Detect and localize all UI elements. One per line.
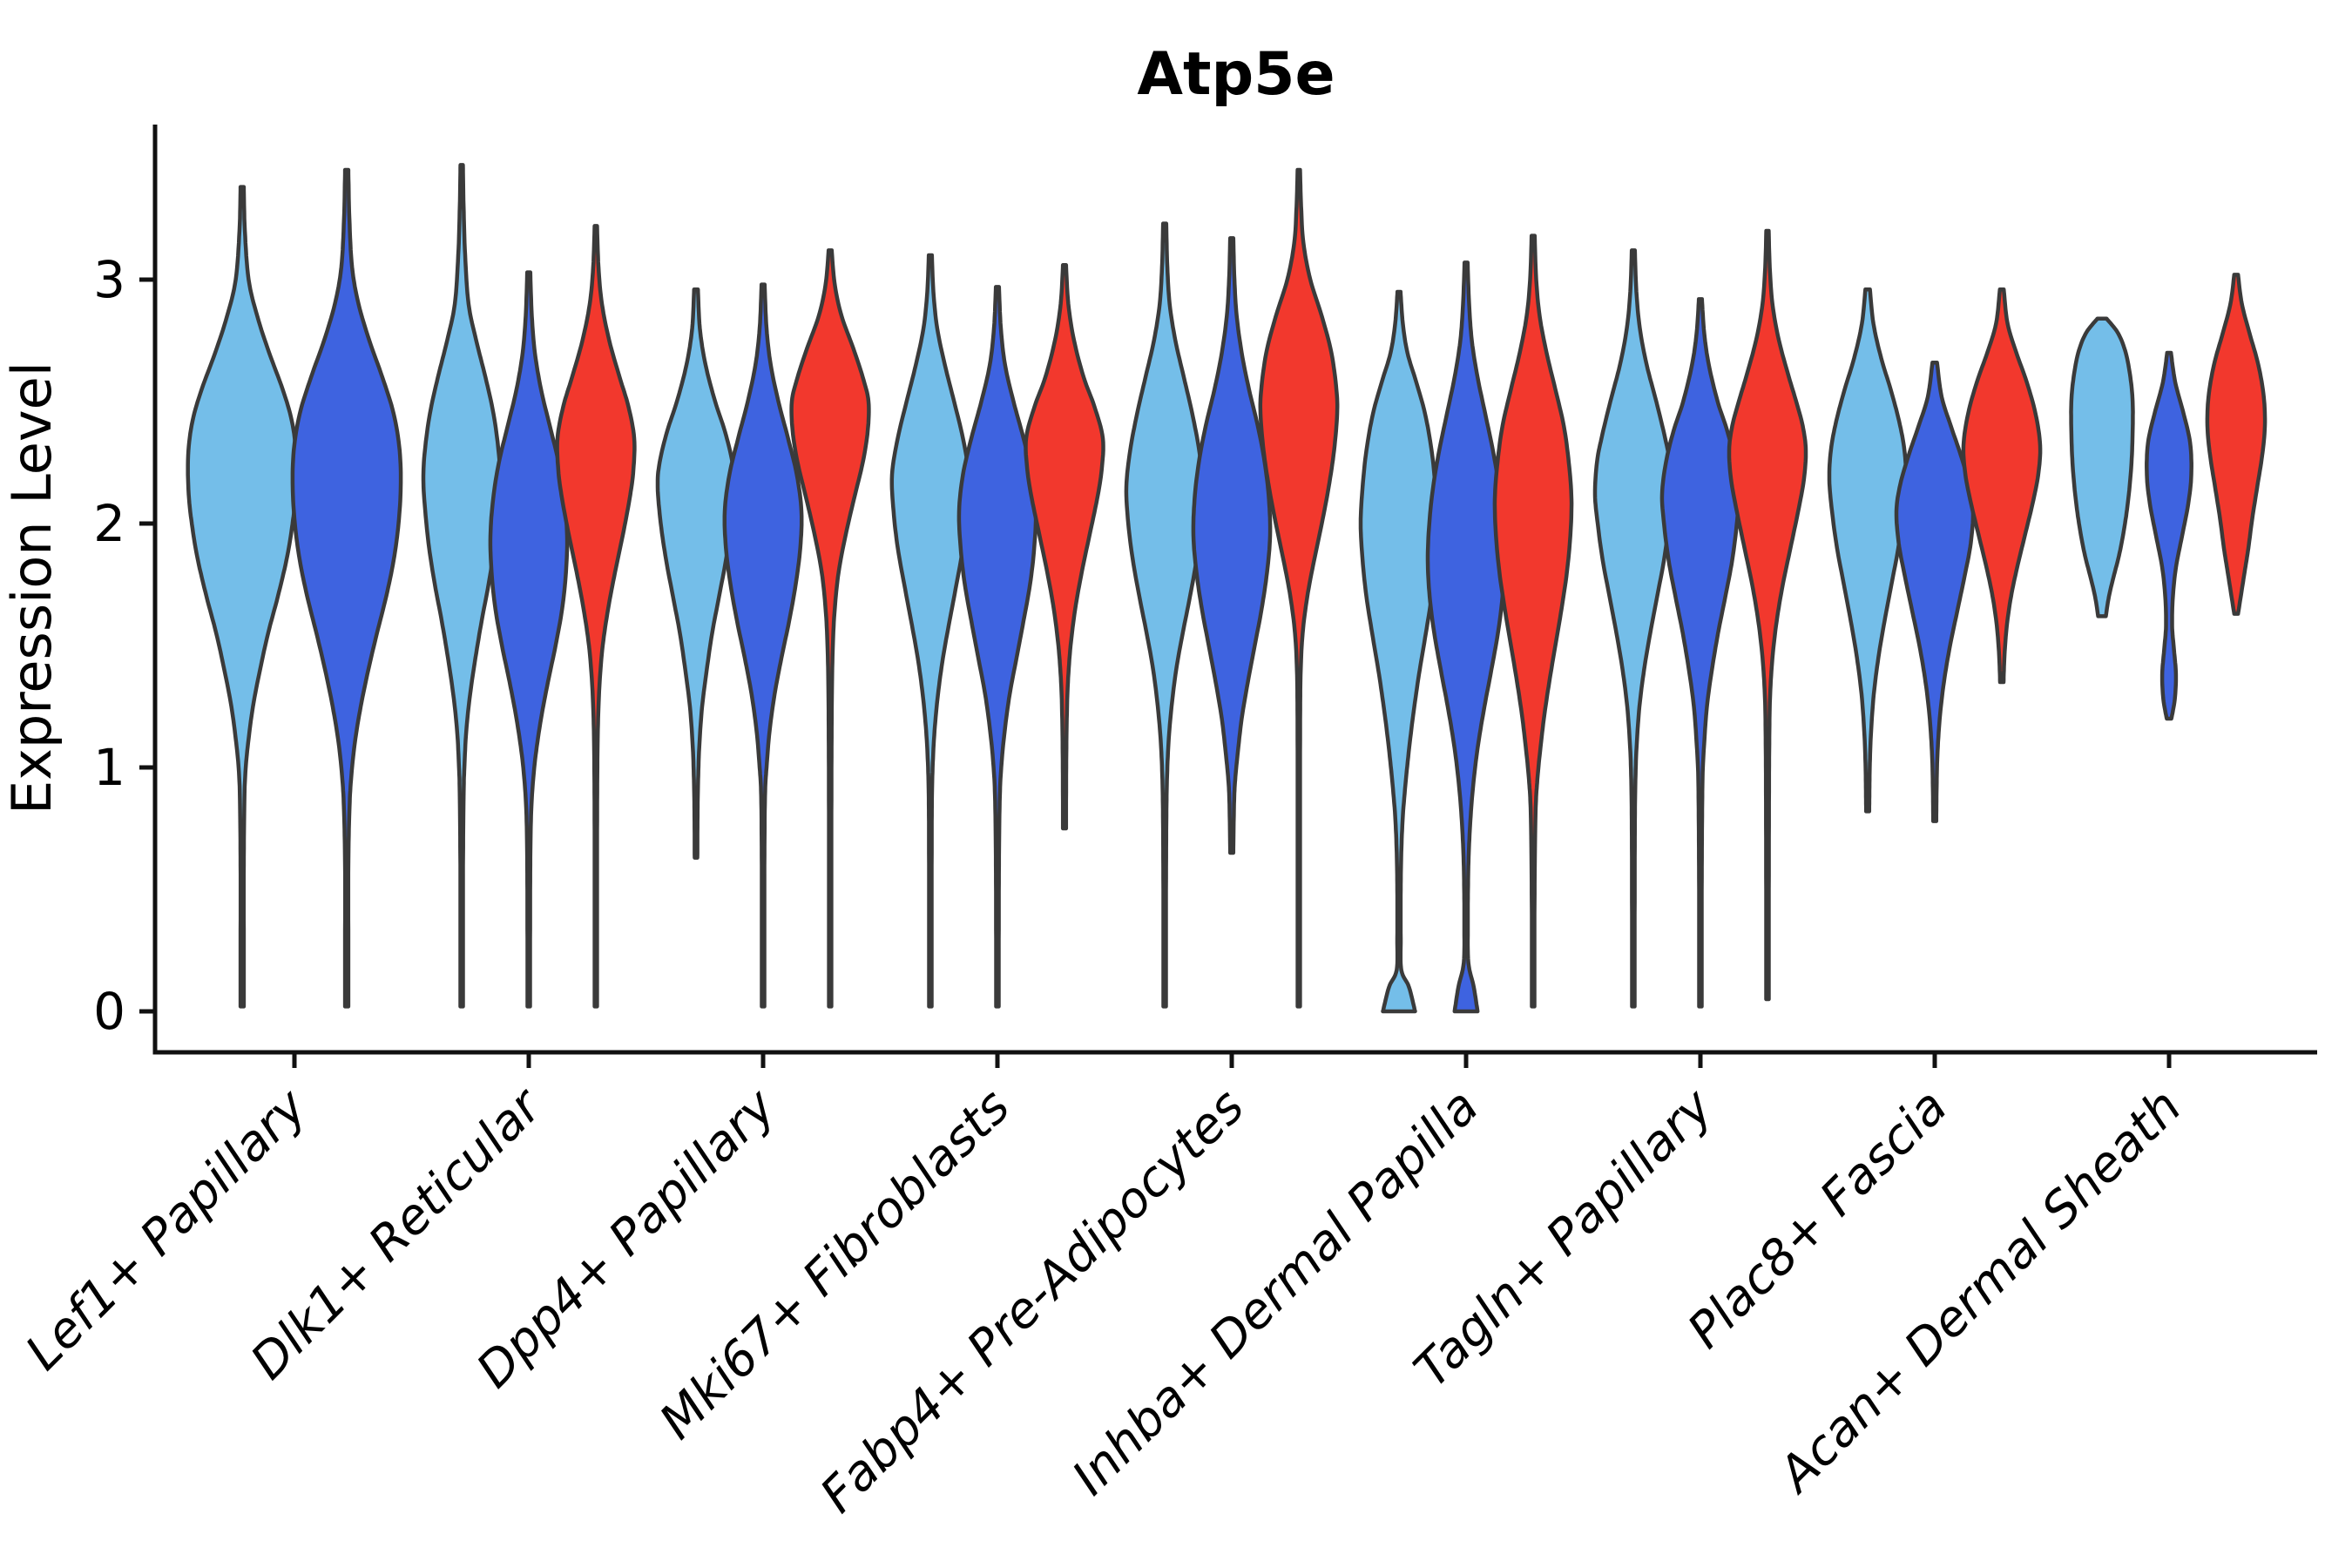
violin-plac8-fascia-light-blue bbox=[1827, 287, 1909, 814]
violin-inhba-dermal-papilla-royal-blue bbox=[1425, 260, 1507, 1014]
violin-dpp4-papillary-light-blue bbox=[655, 287, 737, 860]
violin-dlk1-reticular-red bbox=[555, 224, 637, 1009]
violin-plac8-fascia-red bbox=[1961, 287, 2043, 685]
violin-acan-dermal-sheath-red bbox=[2205, 273, 2268, 616]
violin-mki67-fibroblasts-red bbox=[1024, 262, 1105, 831]
violin-dlk1-reticular-light-blue bbox=[421, 163, 503, 1009]
violin-tagln-papillary-red bbox=[1727, 228, 1808, 1002]
y-axis-title: Expression Level bbox=[0, 362, 64, 814]
violin-fabp4-pre-adipocytes-light-blue bbox=[1124, 221, 1206, 1009]
x-tick-label: Acan+ Dermal Sheath bbox=[1767, 1078, 2193, 1504]
violin-mki67-fibroblasts-royal-blue bbox=[956, 285, 1038, 1009]
violin-mki67-fibroblasts-light-blue bbox=[889, 253, 971, 1009]
chart-title: Atp5e bbox=[1137, 40, 1335, 109]
violin-tagln-papillary-light-blue bbox=[1592, 248, 1674, 1009]
violin-dlk1-reticular-royal-blue bbox=[488, 270, 570, 1009]
y-tick-label: 2 bbox=[93, 494, 125, 553]
x-tick-label: Inhba+ Dermal Papilla bbox=[1062, 1078, 1490, 1506]
violin-acan-dermal-sheath-light-blue bbox=[2069, 316, 2135, 618]
violin-inhba-dermal-papilla-light-blue bbox=[1358, 289, 1440, 1014]
violin-dpp4-papillary-red bbox=[789, 248, 871, 1009]
violin-tagln-papillary-royal-blue bbox=[1659, 297, 1741, 1009]
violin-lef1-papillary-light-blue bbox=[186, 185, 299, 1009]
violin-plac8-fascia-royal-blue bbox=[1894, 360, 1976, 823]
y-tick-label: 3 bbox=[93, 250, 125, 309]
violin-dpp4-papillary-royal-blue bbox=[722, 282, 804, 1009]
y-tick-label: 0 bbox=[93, 982, 125, 1041]
violin-inhba-dermal-papilla-red bbox=[1492, 233, 1574, 1009]
violin-acan-dermal-sheath-royal-blue bbox=[2145, 350, 2193, 721]
violin-fabp4-pre-adipocytes-royal-blue bbox=[1191, 236, 1273, 855]
y-tick-label: 1 bbox=[93, 738, 125, 797]
x-tick-label: Fabp4+ Pre-Adipocytes bbox=[810, 1078, 1255, 1524]
violin-fabp4-pre-adipocytes-red bbox=[1258, 167, 1340, 1009]
violin-lef1-papillary-royal-blue bbox=[290, 167, 403, 1009]
